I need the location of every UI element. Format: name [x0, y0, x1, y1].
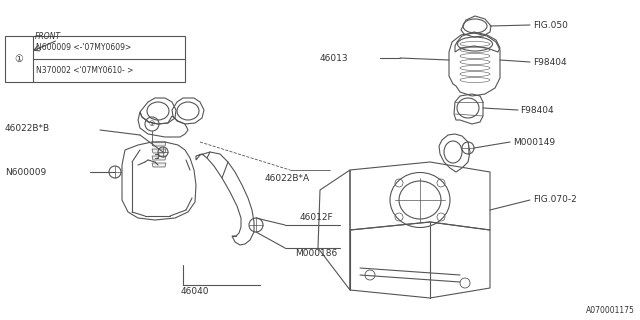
Polygon shape: [152, 142, 166, 146]
FancyBboxPatch shape: [5, 36, 185, 82]
Text: N600009: N600009: [5, 167, 46, 177]
Text: A070001175: A070001175: [586, 306, 635, 315]
Text: 46022B*B: 46022B*B: [5, 124, 50, 132]
Text: FIG.070-2: FIG.070-2: [533, 196, 577, 204]
Text: N600009 <-'07MY0609>: N600009 <-'07MY0609>: [36, 43, 131, 52]
Text: 46022B*A: 46022B*A: [265, 173, 310, 182]
Text: 46012F: 46012F: [300, 213, 333, 222]
Text: FIG.050: FIG.050: [533, 20, 568, 29]
Text: N370002 <'07MY0610- >: N370002 <'07MY0610- >: [36, 66, 133, 75]
Text: 46013: 46013: [320, 53, 349, 62]
Text: ①: ①: [149, 121, 155, 127]
Text: M000186: M000186: [295, 250, 337, 259]
Text: F98404: F98404: [533, 58, 566, 67]
Text: F98404: F98404: [520, 106, 554, 115]
Polygon shape: [152, 163, 166, 167]
Text: FRONT: FRONT: [35, 31, 61, 41]
Polygon shape: [152, 156, 166, 160]
Polygon shape: [152, 149, 166, 153]
Text: ①: ①: [15, 54, 24, 64]
Text: 46040: 46040: [180, 287, 209, 297]
Text: M000149: M000149: [513, 138, 555, 147]
